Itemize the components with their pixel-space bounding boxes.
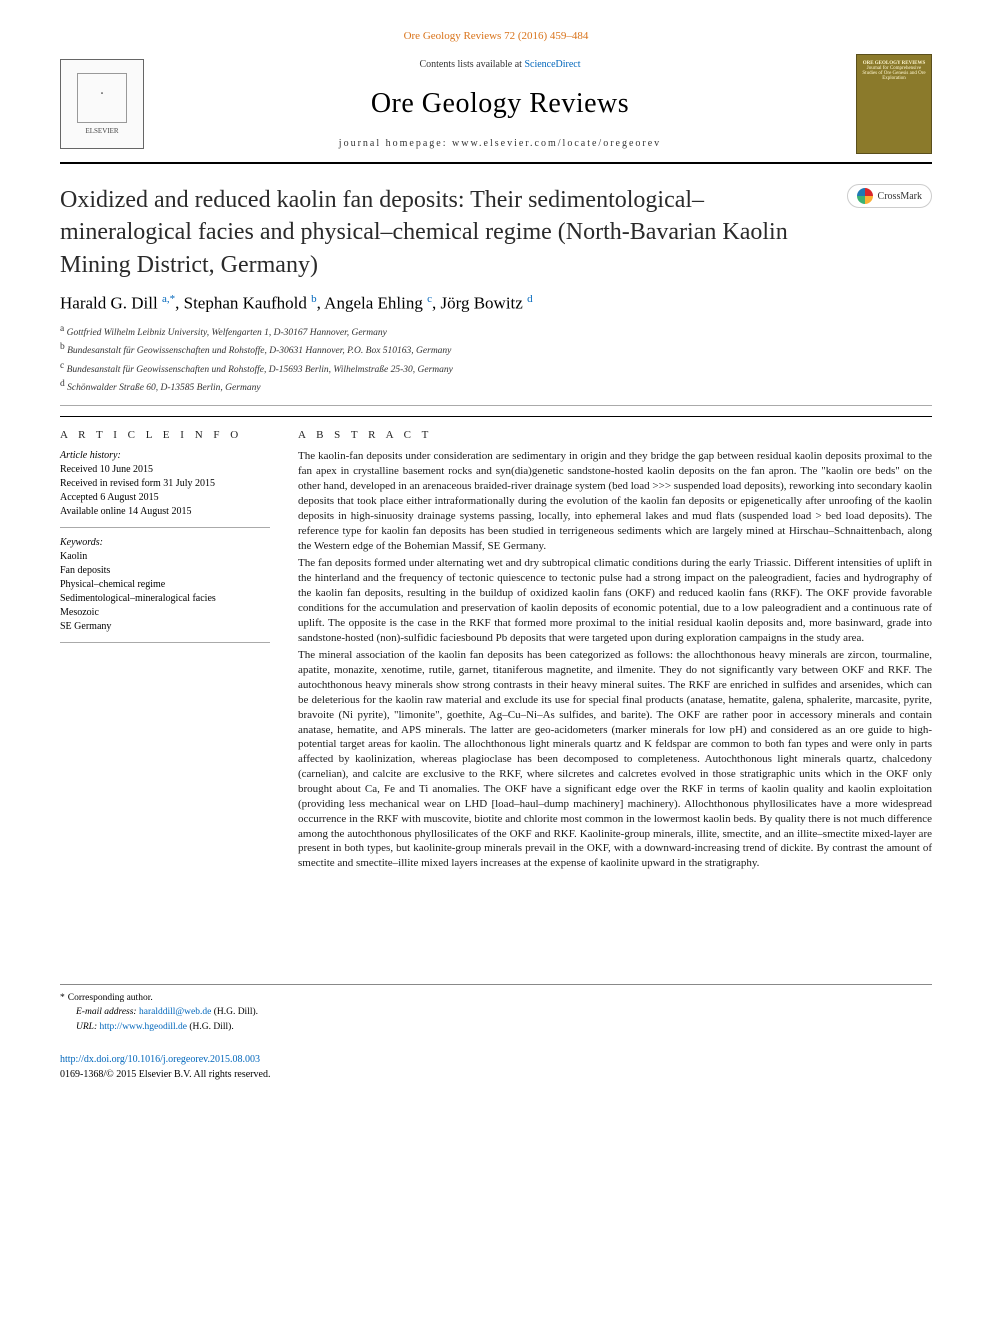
affiliations-block: a Gottfried Wilhelm Leibniz University, … <box>60 322 932 407</box>
corresponding-label: Corresponding author. <box>68 993 153 1003</box>
abstract-paragraph: The mineral association of the kaolin fa… <box>298 648 932 871</box>
cover-subtitle: Journal for Comprehensive Studies of Ore… <box>860 66 928 81</box>
history-received: Received 10 June 2015 <box>60 463 270 477</box>
email-author-suffix: (H.G. Dill). <box>211 1007 258 1017</box>
affiliation-row: b Bundesanstalt für Geowissenschaften un… <box>60 340 932 358</box>
history-accepted: Accepted 6 August 2015 <box>60 491 270 505</box>
keyword: Fan deposits <box>60 564 270 578</box>
homepage-line: journal homepage: www.elsevier.com/locat… <box>164 138 836 149</box>
author-url-link[interactable]: http://www.hgeodill.de <box>100 1022 188 1032</box>
author-name[interactable]: Stephan Kaufhold <box>184 294 311 313</box>
abstract-heading: A B S T R A C T <box>298 429 932 441</box>
journal-header: ELSEVIER Contents lists available at Sci… <box>60 54 932 164</box>
corresponding-author-block: *Corresponding author. E-mail address: h… <box>60 984 932 1082</box>
email-label: E-mail address: <box>76 1007 139 1017</box>
affiliation-row: a Gottfried Wilhelm Leibniz University, … <box>60 322 932 340</box>
sciencedirect-link[interactable]: ScienceDirect <box>524 59 580 70</box>
keywords-label: Keywords: <box>60 536 270 550</box>
elsevier-logo-label: ELSEVIER <box>85 127 118 135</box>
journal-citation[interactable]: Ore Geology Reviews 72 (2016) 459–484 <box>60 30 932 42</box>
elsevier-tree-icon <box>77 73 127 123</box>
history-online: Available online 14 August 2015 <box>60 505 270 519</box>
journal-cover-thumbnail[interactable]: ORE GEOLOGY REVIEWS Journal for Comprehe… <box>856 54 932 154</box>
article-info-heading: A R T I C L E I N F O <box>60 429 270 441</box>
keyword: Mesozoic <box>60 606 270 620</box>
keywords-block: Keywords: Kaolin Fan deposits Physical–c… <box>60 536 270 643</box>
affiliation-row: c Bundesanstalt für Geowissenschaften un… <box>60 359 932 377</box>
author-affil-sup[interactable]: a,* <box>162 293 175 305</box>
authors-line: Harald G. Dill a,*, Stephan Kaufhold b, … <box>60 293 932 314</box>
author-name[interactable]: Harald G. Dill <box>60 294 162 313</box>
abstract-paragraph: The fan deposits formed under alternatin… <box>298 556 932 645</box>
doi-link[interactable]: http://dx.doi.org/10.1016/j.oregeorev.20… <box>60 1054 260 1065</box>
crossmark-label: CrossMark <box>878 191 922 202</box>
keyword: Sedimentological–mineralogical facies <box>60 592 270 606</box>
history-revised: Received in revised form 31 July 2015 <box>60 477 270 491</box>
homepage-url[interactable]: www.elsevier.com/locate/oregeorev <box>452 138 661 149</box>
homepage-prefix: journal homepage: <box>339 138 452 149</box>
crossmark-badge[interactable]: CrossMark <box>847 184 932 208</box>
asterisk-icon: * <box>60 993 65 1003</box>
abstract-body: The kaolin-fan deposits under considerat… <box>298 449 932 871</box>
doi-block: http://dx.doi.org/10.1016/j.oregeorev.20… <box>60 1052 932 1082</box>
url-label: URL: <box>76 1022 100 1032</box>
author-email-link[interactable]: haralddill@web.de <box>139 1007 211 1017</box>
author-name[interactable]: Angela Ehling <box>324 294 427 313</box>
contents-line: Contents lists available at ScienceDirec… <box>164 59 836 70</box>
abstract-paragraph: The kaolin-fan deposits under considerat… <box>298 449 932 553</box>
author-affil-sup[interactable]: d <box>527 293 533 305</box>
crossmark-icon <box>857 188 873 204</box>
history-label: Article history: <box>60 449 270 463</box>
author-name[interactable]: Jörg Bowitz <box>440 294 527 313</box>
article-title: Oxidized and reduced kaolin fan deposits… <box>60 184 831 281</box>
contents-prefix: Contents lists available at <box>419 59 524 70</box>
article-history: Article history: Received 10 June 2015 R… <box>60 449 270 528</box>
elsevier-logo[interactable]: ELSEVIER <box>60 59 144 149</box>
affiliation-row: d Schönwalder Straße 60, D-13585 Berlin,… <box>60 377 932 395</box>
keyword: SE Germany <box>60 620 270 634</box>
url-author-suffix: (H.G. Dill). <box>187 1022 234 1032</box>
keyword: Physical–chemical regime <box>60 578 270 592</box>
journal-name: Ore Geology Reviews <box>164 88 836 120</box>
copyright-line: 0169-1368/© 2015 Elsevier B.V. All right… <box>60 1067 932 1082</box>
keyword: Kaolin <box>60 550 270 564</box>
